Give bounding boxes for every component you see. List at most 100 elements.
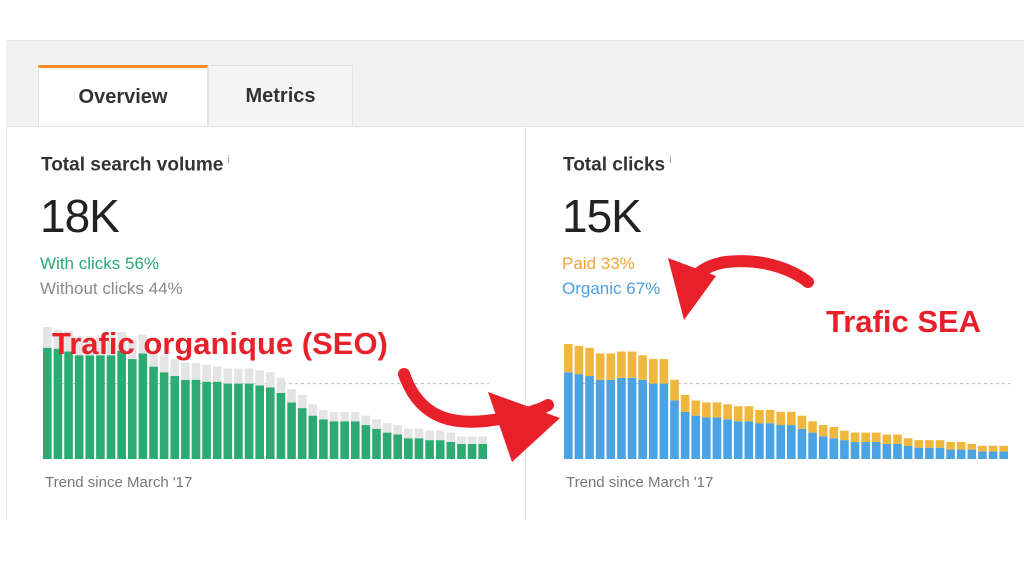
clicks-bar-organic-33[interactable] (914, 447, 924, 459)
search-volume-bar-without-clicks-8[interactable] (127, 340, 137, 360)
search-volume-bar-with-clicks-14[interactable] (191, 379, 201, 459)
search-volume-bar-without-clicks-10[interactable] (149, 351, 158, 367)
search-volume-bar-without-clicks-33[interactable] (393, 425, 403, 435)
search-volume-bar-with-clicks-4[interactable] (85, 355, 95, 459)
clicks-bar-organic-32[interactable] (903, 445, 913, 459)
search-volume-bar-with-clicks-29[interactable] (350, 421, 360, 459)
search-volume-bar-with-clicks-26[interactable] (319, 419, 328, 459)
search-volume-bar-without-clicks-3[interactable] (74, 336, 84, 356)
search-volume-bar-without-clicks-23[interactable] (287, 389, 296, 403)
clicks-bar-paid-15[interactable] (723, 404, 732, 420)
search-volume-bar-with-clicks-5[interactable] (96, 355, 105, 459)
clicks-bar-organic-8[interactable] (648, 383, 658, 459)
search-volume-bar-with-clicks-8[interactable] (127, 359, 137, 459)
search-volume-bar-with-clicks-13[interactable] (181, 379, 190, 459)
clicks-bar-paid-18[interactable] (755, 409, 764, 424)
search-volume-bar-without-clicks-25[interactable] (308, 404, 318, 416)
search-volume-bar-with-clicks-21[interactable] (266, 387, 275, 459)
clicks-bar-paid-0[interactable] (564, 343, 573, 373)
clicks-bar-organic-18[interactable] (755, 423, 764, 459)
search-volume-bar-with-clicks-3[interactable] (74, 355, 84, 459)
clicks-bar-organic-11[interactable] (680, 411, 690, 459)
clicks-bar-paid-4[interactable] (606, 353, 616, 380)
clicks-bar-paid-11[interactable] (680, 394, 690, 412)
clicks-bar-organic-17[interactable] (744, 421, 754, 459)
search-volume-bar-without-clicks-13[interactable] (181, 362, 190, 380)
clicks-bar-paid-5[interactable] (617, 351, 626, 378)
clicks-bar-organic-25[interactable] (829, 438, 839, 459)
clicks-bar-organic-29[interactable] (871, 442, 881, 459)
clicks-bar-organic-34[interactable] (925, 447, 934, 459)
search-volume-bar-without-clicks-15[interactable] (202, 364, 211, 382)
clicks-bar-organic-36[interactable] (946, 449, 955, 459)
search-volume-bar-with-clicks-11[interactable] (159, 372, 169, 459)
clicks-bar-paid-20[interactable] (776, 411, 785, 426)
search-volume-bar-without-clicks-2[interactable] (64, 330, 73, 352)
clicks-bar-organic-9[interactable] (659, 383, 669, 459)
clicks-bar-organic-7[interactable] (638, 379, 647, 459)
search-volume-bar-with-clicks-27[interactable] (329, 421, 339, 459)
clicks-bar-paid-21[interactable] (787, 411, 796, 426)
search-volume-bar-without-clicks-35[interactable] (414, 428, 424, 439)
clicks-bar-paid-7[interactable] (638, 355, 647, 380)
clicks-bar-paid-22[interactable] (797, 415, 807, 429)
search-volume-bar-without-clicks-41[interactable] (478, 436, 487, 444)
clicks-bar-paid-6[interactable] (627, 351, 637, 378)
search-volume-bar-without-clicks-38[interactable] (446, 432, 456, 443)
search-volume-bar-without-clicks-0[interactable] (43, 327, 52, 348)
clicks-bar-paid-24[interactable] (818, 425, 828, 437)
search-volume-bar-without-clicks-31[interactable] (372, 419, 381, 429)
clicks-bar-organic-28[interactable] (861, 442, 870, 459)
search-volume-bar-without-clicks-5[interactable] (96, 336, 105, 356)
search-volume-bar-with-clicks-20[interactable] (255, 385, 264, 459)
clicks-bar-organic-5[interactable] (617, 377, 626, 459)
info-icon[interactable]: i (669, 154, 672, 166)
clicks-bar-paid-19[interactable] (765, 409, 775, 424)
search-volume-bar-without-clicks-16[interactable] (212, 366, 222, 382)
clicks-bar-paid-3[interactable] (595, 353, 605, 380)
search-volume-bar-without-clicks-27[interactable] (329, 411, 339, 422)
search-volume-bar-without-clicks-26[interactable] (319, 409, 328, 420)
search-volume-bar-with-clicks-1[interactable] (53, 348, 63, 459)
clicks-bar-paid-23[interactable] (808, 421, 817, 433)
search-volume-bar-without-clicks-4[interactable] (85, 336, 95, 356)
clicks-bar-paid-8[interactable] (648, 359, 658, 384)
clicks-bar-organic-20[interactable] (776, 425, 785, 459)
search-volume-bar-with-clicks-37[interactable] (435, 440, 445, 459)
clicks-bar-paid-16[interactable] (733, 406, 743, 422)
clicks-bar-paid-29[interactable] (871, 432, 881, 443)
search-volume-bar-without-clicks-40[interactable] (467, 436, 477, 444)
clicks-bar-paid-39[interactable] (978, 445, 987, 452)
search-volume-bar-with-clicks-35[interactable] (414, 438, 424, 459)
clicks-bar-organic-26[interactable] (840, 440, 849, 459)
tab-overview[interactable]: Overview (38, 65, 208, 127)
clicks-bar-organic-24[interactable] (818, 436, 828, 459)
clicks-bar-organic-13[interactable] (702, 417, 711, 459)
clicks-bar-paid-40[interactable] (988, 445, 998, 452)
clicks-bar-organic-41[interactable] (999, 451, 1008, 459)
clicks-bar-organic-10[interactable] (670, 400, 679, 459)
search-volume-bar-without-clicks-21[interactable] (266, 372, 275, 388)
search-volume-bar-with-clicks-17[interactable] (223, 383, 233, 459)
clicks-bar-paid-31[interactable] (893, 434, 902, 444)
clicks-bar-paid-36[interactable] (946, 442, 955, 450)
clicks-bar-paid-10[interactable] (670, 379, 679, 401)
clicks-bar-paid-14[interactable] (712, 402, 722, 418)
search-volume-bar-with-clicks-0[interactable] (43, 347, 52, 459)
search-volume-bar-with-clicks-19[interactable] (244, 383, 254, 459)
search-volume-bar-without-clicks-36[interactable] (425, 430, 434, 441)
clicks-bar-paid-13[interactable] (702, 402, 711, 418)
clicks-bar-organic-1[interactable] (574, 374, 584, 459)
search-volume-bar-without-clicks-1[interactable] (53, 329, 63, 349)
search-volume-bar-without-clicks-14[interactable] (191, 362, 201, 380)
search-volume-bar-with-clicks-40[interactable] (467, 443, 477, 459)
search-volume-bar-with-clicks-7[interactable] (117, 350, 126, 459)
search-volume-bar-without-clicks-30[interactable] (361, 415, 371, 426)
clicks-bar-paid-32[interactable] (903, 438, 913, 446)
search-volume-bar-without-clicks-39[interactable] (457, 436, 466, 444)
clicks-bar-organic-39[interactable] (978, 451, 987, 459)
clicks-bar-organic-27[interactable] (850, 442, 860, 459)
clicks-bar-organic-31[interactable] (893, 443, 902, 459)
search-volume-bar-with-clicks-30[interactable] (361, 425, 371, 459)
search-volume-bar-with-clicks-34[interactable] (404, 438, 413, 459)
